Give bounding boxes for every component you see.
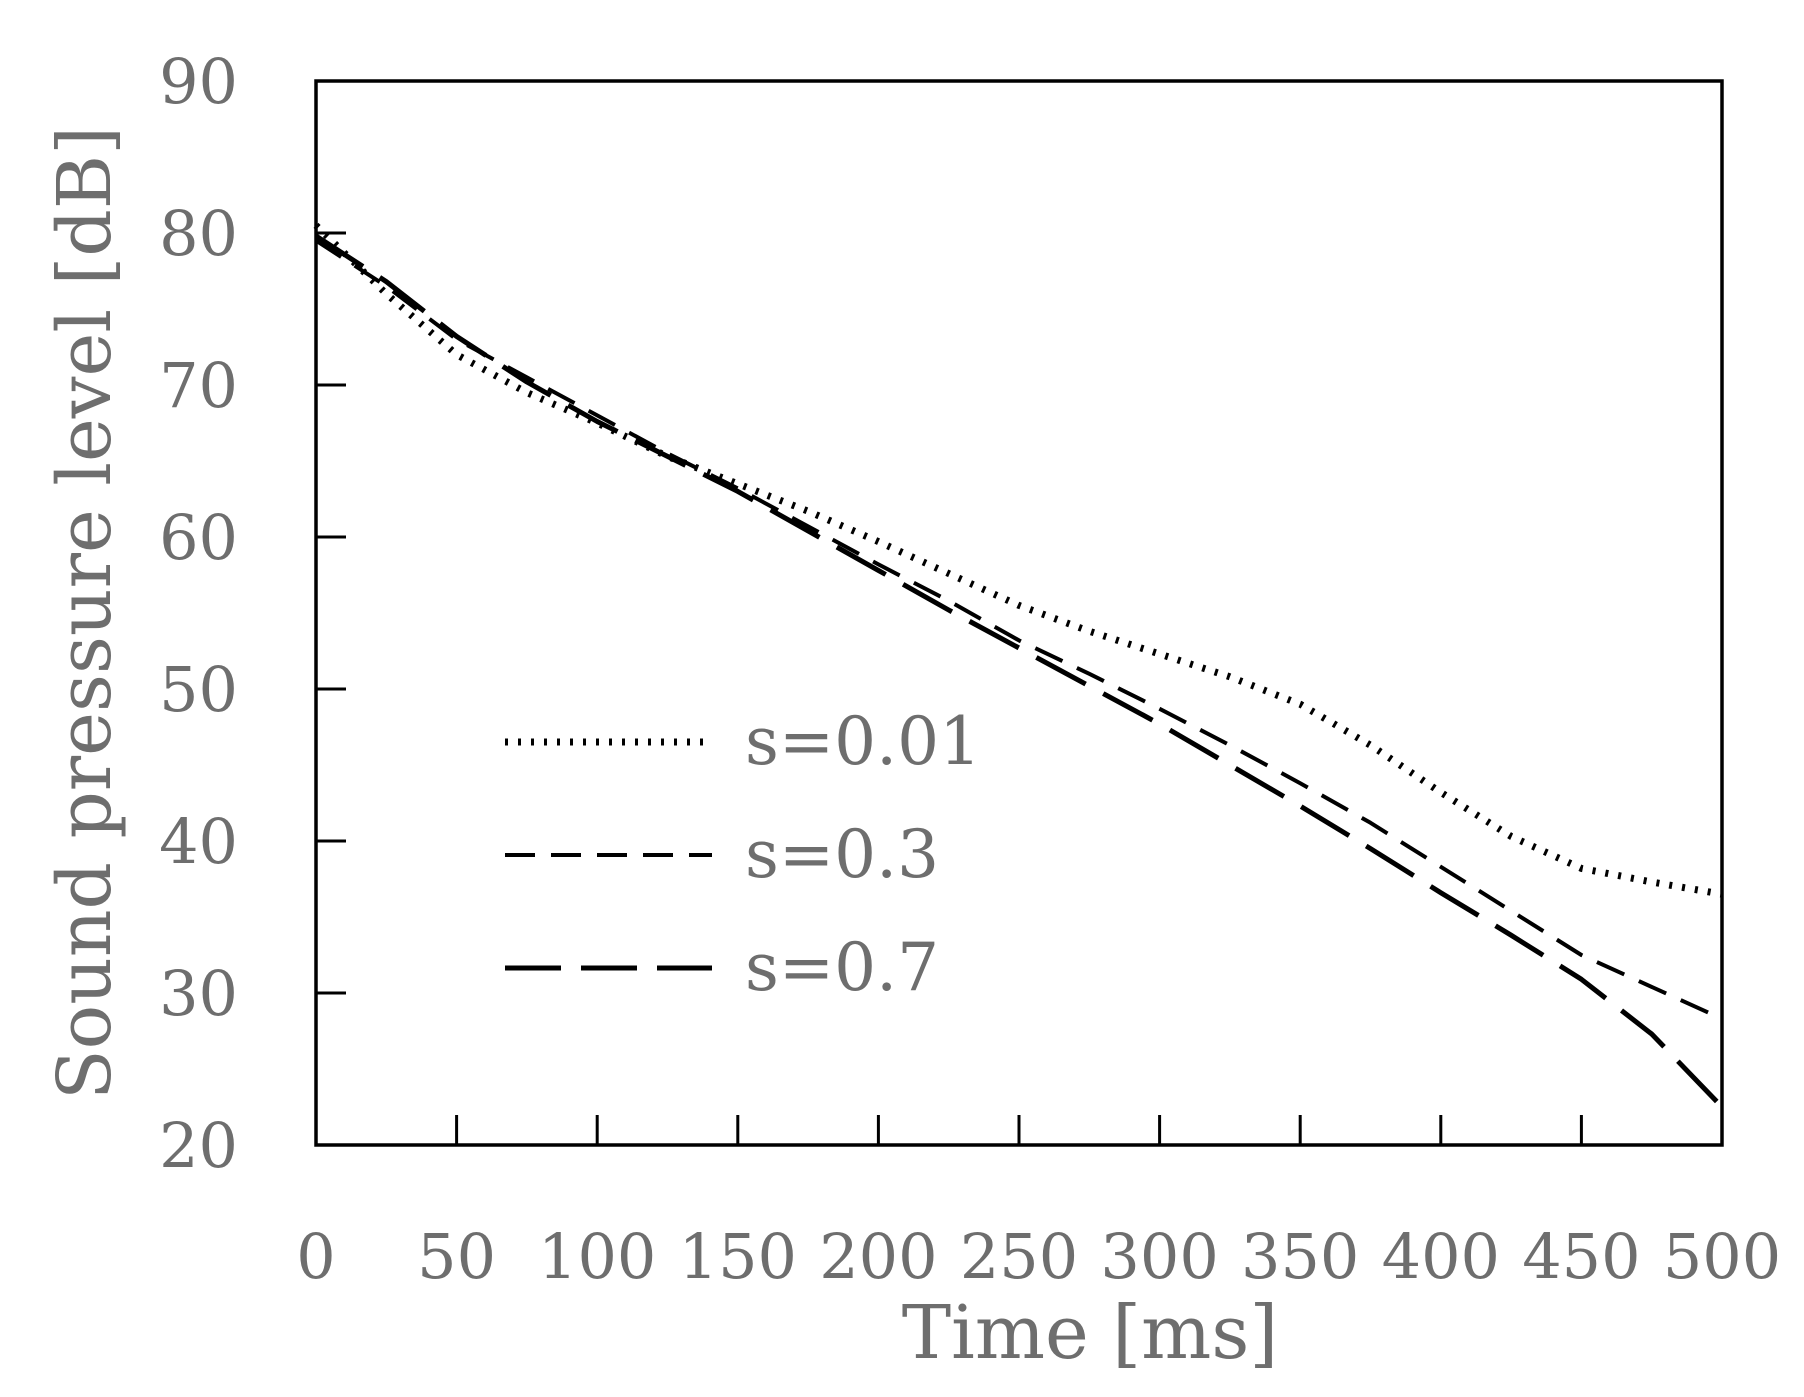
- series-line-2: [314, 238, 1723, 1021]
- y-tick-label: 70: [159, 349, 238, 422]
- series-layer: [313, 222, 1724, 1109]
- x-tick-label: 100: [538, 1220, 656, 1293]
- y-tick-label: 40: [159, 805, 238, 878]
- y-axis-title: Sound pressure level [dB]: [42, 126, 128, 1100]
- y-tick-label: 30: [159, 957, 238, 1030]
- x-tick-label: 0: [296, 1220, 335, 1293]
- x-tick-label: 450: [1522, 1220, 1640, 1293]
- x-tick-label: 50: [417, 1220, 496, 1293]
- x-tick-label: 200: [819, 1220, 937, 1293]
- x-tick-label: 400: [1382, 1220, 1500, 1293]
- series-line-1: [313, 222, 1723, 898]
- x-tick-label: 150: [679, 1220, 797, 1293]
- x-tick-label: 300: [1100, 1220, 1218, 1293]
- y-tick-label: 60: [159, 501, 238, 574]
- x-tick-label: 500: [1663, 1220, 1781, 1293]
- series-line-3: [314, 233, 1724, 1109]
- legend-label-3: s=0.7: [745, 929, 939, 1006]
- x-axis-title: Time [ms]: [902, 1290, 1278, 1376]
- plot-frame: [314, 79, 1724, 1147]
- y-tick-label: 90: [159, 45, 238, 118]
- x-tick-label: 250: [960, 1220, 1078, 1293]
- legend-label-1: s=0.01: [745, 703, 981, 780]
- x-tick-label: 350: [1241, 1220, 1359, 1293]
- legend: s=0.01 s=0.3 s=0.7: [505, 703, 981, 1006]
- y-tick-label: 50: [159, 653, 238, 726]
- y-tick-label: 20: [159, 1109, 238, 1182]
- x-axis: 0 50 100 150 200 250 300 350 400 450 500: [296, 1115, 1781, 1293]
- legend-label-2: s=0.3: [745, 816, 939, 893]
- y-axis: 20 30 40 50 60 70 80 90: [159, 45, 346, 1182]
- y-tick-label: 80: [159, 197, 238, 270]
